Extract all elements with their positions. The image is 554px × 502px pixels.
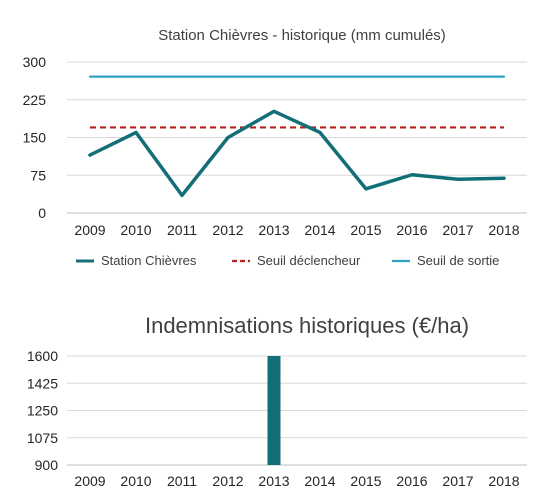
x-tick-label: 2015 [350,473,381,489]
y-tick-label: 1250 [27,403,58,419]
x-tick-label: 2017 [442,222,473,238]
series-line [88,109,506,198]
legend-label: Seuil de sortie [417,253,499,268]
chart-title: Indemnisations historiques (€/ha) [145,313,469,338]
x-tick-label: 2015 [350,222,381,238]
x-tick-label: 2018 [488,222,519,238]
y-tick-label: 300 [23,54,47,70]
y-tick-label: 150 [23,130,47,146]
x-tick-label: 2011 [167,473,197,489]
y-tick-label: 900 [35,457,59,473]
x-tick-label: 2016 [396,473,427,489]
bar-chart: Indemnisations historiques (€/ha) 1600 14… [27,313,527,489]
chart-title: Station Chièvres - historique (mm cumulé… [158,27,446,44]
y-tick-label: 0 [38,205,46,221]
x-tick-label: 2012 [212,473,243,489]
x-tick-label: 2010 [120,222,151,238]
y-tick-label: 1425 [27,375,58,391]
x-tick-label: 2016 [396,222,427,238]
y-tick-label: 75 [30,167,46,183]
x-tick-label: 2018 [488,473,519,489]
x-tick-label: 2014 [304,473,335,489]
x-tick-label: 2010 [120,473,151,489]
x-tick-label: 2017 [442,473,473,489]
x-tick-label: 2013 [258,222,289,238]
x-tick-label: 2011 [167,222,197,238]
x-tick-label: 2013 [258,473,289,489]
bar [267,356,281,465]
x-tick-label: 2014 [304,222,335,238]
legend-label: Seuil déclencheur [257,253,361,268]
x-tick-label: 2009 [74,222,105,238]
line-chart: Station Chièvres - historique (mm cumulé… [23,27,527,268]
x-tick-label: 2009 [74,473,105,489]
x-tick-label: 2012 [212,222,243,238]
legend-label: Station Chièvres [101,253,197,268]
y-tick-label: 1075 [27,430,58,446]
y-tick-label: 1600 [27,348,58,364]
y-tick-label: 225 [23,92,47,108]
